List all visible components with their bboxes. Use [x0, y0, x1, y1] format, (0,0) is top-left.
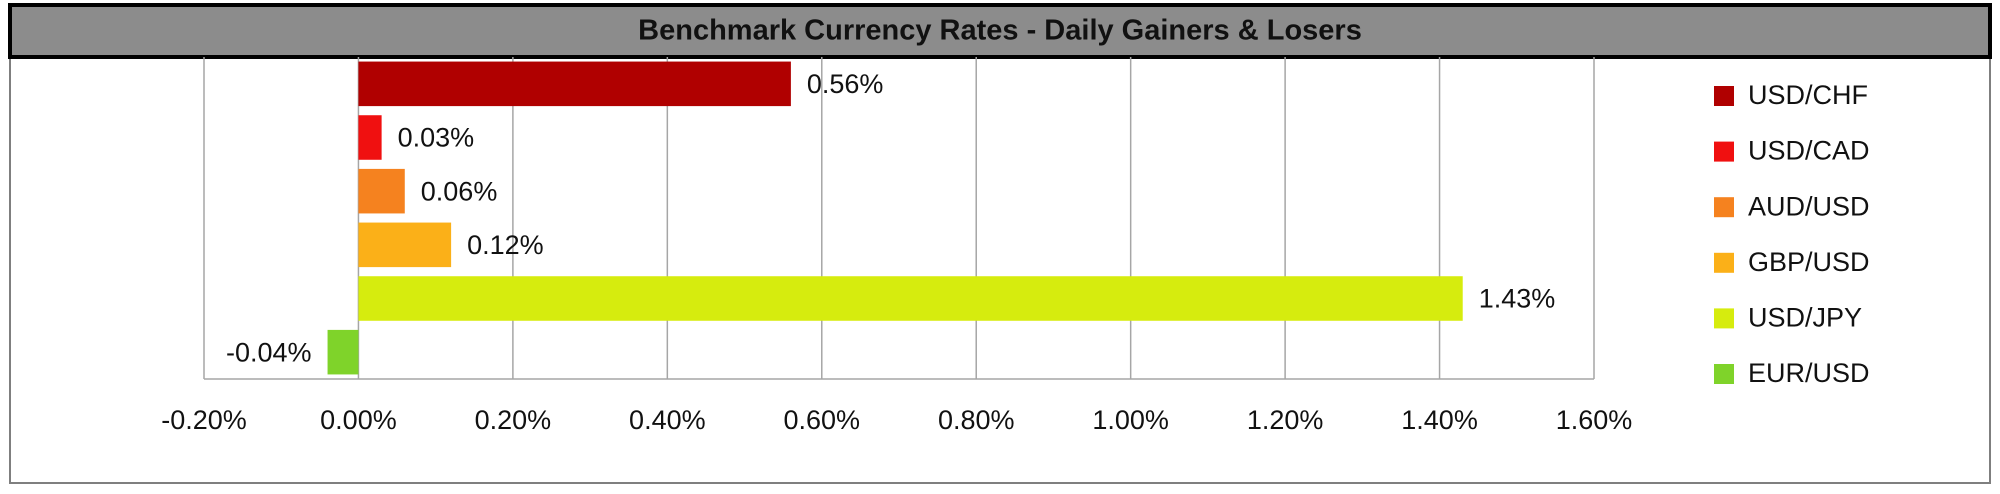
data-label: 0.12%: [467, 230, 544, 260]
legend-label: USD/CAD: [1748, 136, 1870, 166]
bar: [327, 329, 359, 375]
data-label: 0.06%: [421, 176, 498, 206]
legend-label: USD/CHF: [1748, 80, 1868, 110]
data-label: 1.43%: [1479, 284, 1556, 314]
legend-label: GBP/USD: [1748, 247, 1870, 277]
title-bar: [8, 3, 1992, 59]
x-tick-label: 1.20%: [1247, 405, 1324, 435]
x-tick-label: 1.40%: [1401, 405, 1478, 435]
x-tick-label: 0.80%: [938, 405, 1015, 435]
data-label: 0.56%: [807, 69, 884, 99]
chart-title: Benchmark Currency Rates - Daily Gainers…: [638, 15, 1362, 47]
bar: [358, 115, 382, 160]
legend-label: USD/JPY: [1748, 303, 1862, 333]
x-tick-label: 0.40%: [629, 405, 706, 435]
legend-swatch: [1714, 364, 1734, 384]
legend-swatch: [1714, 308, 1734, 329]
legend-swatch: [1714, 141, 1734, 162]
legend-swatch: [1714, 197, 1734, 218]
bar: [358, 222, 452, 268]
x-tick-label: -0.20%: [161, 405, 247, 435]
data-label: -0.04%: [226, 337, 312, 367]
x-tick-label: 1.60%: [1556, 405, 1633, 435]
bar: [358, 168, 405, 214]
legend-swatch: [1714, 86, 1734, 106]
legend-swatch: [1714, 252, 1734, 273]
bar: [358, 61, 791, 107]
x-tick-label: 0.60%: [783, 405, 860, 435]
chart-frame: [9, 55, 1991, 484]
x-tick-label: 1.00%: [1092, 405, 1169, 435]
x-tick-label: 0.20%: [475, 405, 552, 435]
legend-label: EUR/USD: [1748, 358, 1870, 388]
data-label: 0.03%: [398, 123, 475, 153]
bar: [358, 276, 1463, 321]
legend-label: AUD/USD: [1748, 191, 1870, 221]
x-tick-label: 0.00%: [320, 405, 397, 435]
